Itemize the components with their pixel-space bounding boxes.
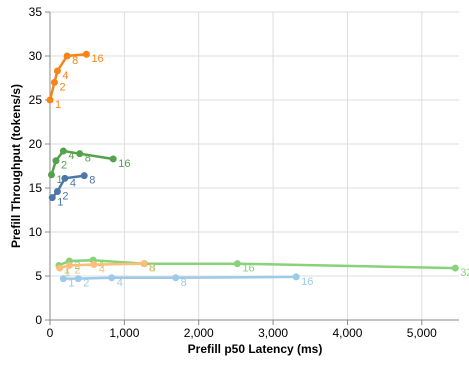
point-label: 1	[55, 99, 61, 111]
series-1: 1 248 16	[47, 51, 104, 111]
x-tick-label: 2,000	[184, 326, 214, 340]
point-label: 2	[61, 160, 67, 172]
point-label: 8	[181, 277, 187, 289]
x-tick-label: 1,000	[109, 326, 139, 340]
y-tick-label: 0	[35, 313, 42, 327]
data-point	[47, 97, 54, 104]
point-label: 1	[68, 278, 74, 290]
y-tick-label: 10	[29, 225, 43, 239]
y-tick-label: 20	[29, 137, 43, 151]
data-point	[75, 275, 82, 282]
data-point	[56, 265, 63, 272]
point-label: 4	[117, 277, 123, 289]
data-point	[90, 261, 97, 268]
x-tick-label: 0	[47, 326, 54, 340]
data-point	[172, 274, 179, 281]
data-point	[81, 172, 88, 179]
y-tick-label: 5	[35, 269, 42, 283]
point-label: 32	[460, 267, 469, 279]
data-point	[61, 175, 68, 182]
data-point	[452, 265, 459, 272]
point-label: 4	[62, 70, 68, 82]
data-point	[83, 51, 90, 58]
data-point	[48, 171, 55, 178]
point-label: 16	[118, 158, 130, 170]
data-point	[49, 194, 56, 201]
point-label: 8	[85, 153, 91, 165]
x-axis-title: Prefill p50 Latency (ms)	[188, 342, 323, 356]
point-label: 2	[83, 278, 89, 290]
point-label: 2	[74, 264, 80, 276]
y-tick-label: 30	[29, 49, 43, 63]
data-point	[76, 150, 83, 157]
data-point	[52, 157, 59, 164]
x-tick-label: 4,000	[332, 326, 362, 340]
data-point	[60, 275, 67, 282]
data-point	[234, 260, 241, 267]
series-layer: 1248161248161248124816321248124816	[47, 51, 469, 290]
y-tick-label: 15	[29, 181, 43, 195]
data-point	[54, 188, 61, 195]
point-label: 8	[149, 263, 155, 275]
data-point	[110, 155, 117, 162]
point-label: 8	[89, 175, 95, 187]
data-point	[293, 273, 300, 280]
point-label: 16	[242, 263, 254, 275]
point-label: 2	[59, 81, 65, 93]
point-label: 4	[68, 150, 74, 162]
data-point	[54, 67, 61, 74]
x-tick-label: 5,000	[407, 326, 437, 340]
x-tick-label: 3,000	[258, 326, 288, 340]
point-label: 16	[301, 276, 313, 288]
data-point	[108, 274, 115, 281]
point-label: 8	[72, 55, 78, 67]
y-tick-label: 25	[29, 93, 43, 107]
y-tick-label: 35	[29, 5, 43, 19]
point-label: 2	[62, 191, 68, 203]
point-label: 4	[99, 264, 105, 276]
point-label: 16	[91, 53, 103, 65]
data-point	[60, 148, 67, 155]
data-point	[51, 79, 58, 86]
data-point	[140, 260, 147, 267]
y-axis-title: Prefill Throughput (tokens/s)	[9, 84, 23, 248]
data-point	[64, 53, 71, 60]
point-label: 4	[70, 177, 76, 189]
